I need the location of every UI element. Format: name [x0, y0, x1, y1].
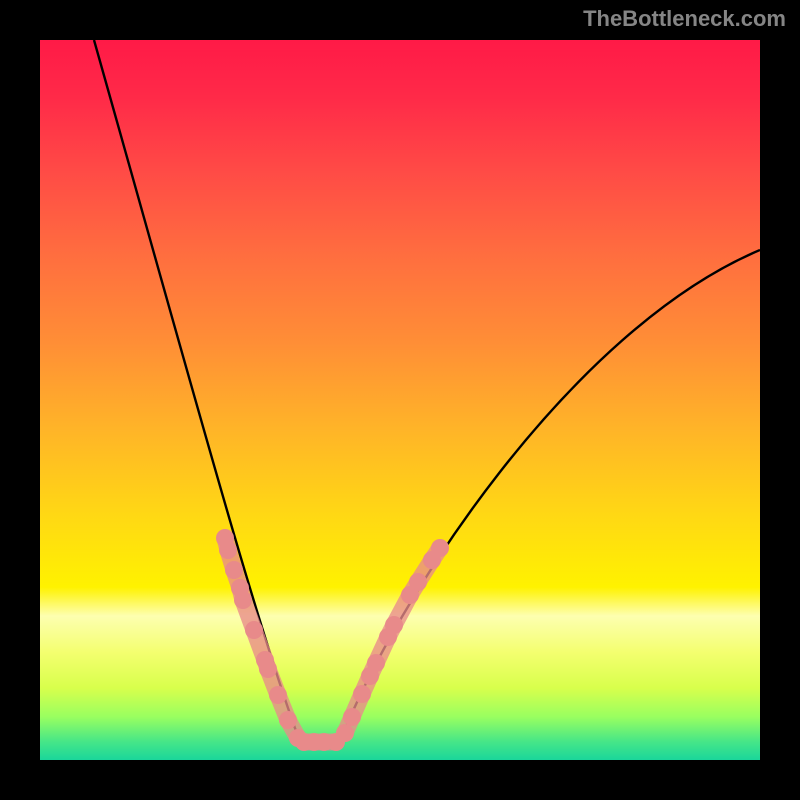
marker-point — [409, 573, 427, 591]
plot-area — [40, 40, 760, 760]
marker-point — [219, 541, 237, 559]
marker-point — [234, 591, 252, 609]
watermark-text: TheBottleneck.com — [583, 6, 786, 32]
marker-point — [431, 539, 449, 557]
marker-point — [343, 708, 361, 726]
marker-point — [259, 660, 277, 678]
marker-point — [385, 616, 403, 634]
marker-point — [367, 654, 385, 672]
marker-point — [353, 685, 371, 703]
marker-point — [225, 561, 243, 579]
markers-group — [216, 529, 449, 751]
v-curve — [94, 40, 760, 742]
marker-point — [336, 724, 354, 742]
marker-point — [279, 711, 297, 729]
marker-point — [269, 686, 287, 704]
curve-layer — [40, 40, 760, 760]
marker-point — [245, 621, 263, 639]
